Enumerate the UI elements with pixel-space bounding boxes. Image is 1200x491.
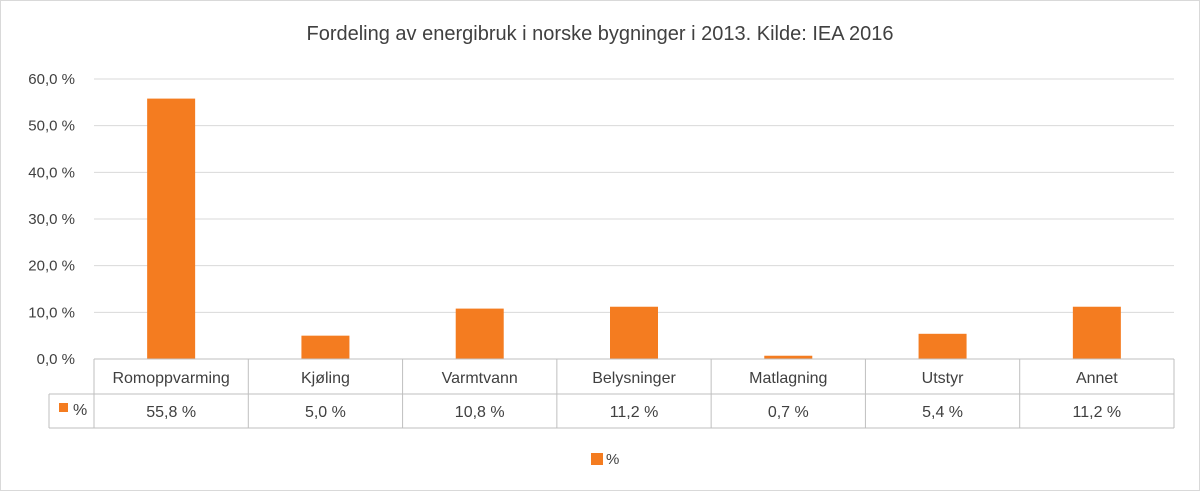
x-category-label: Romoppvarming: [112, 370, 229, 387]
data-value-label: 5,4 %: [922, 404, 963, 421]
data-value-label: 11,2 %: [1073, 404, 1122, 421]
x-category-label: Varmtvann: [442, 370, 518, 387]
table-series-name: %: [73, 402, 87, 419]
data-value-label: 55,8 %: [146, 404, 196, 421]
x-category-label: Annet: [1076, 370, 1118, 387]
x-category-label: Belysninger: [592, 370, 676, 387]
bar-matlagning: [764, 355, 813, 359]
x-category-label: Utstyr: [922, 370, 964, 387]
chart-title: Fordeling av energibruk i norske bygning…: [306, 23, 894, 45]
y-tick-label: 20,0 %: [28, 258, 75, 275]
data-value-label: 5,0 %: [305, 404, 346, 421]
bar-annet: [1072, 306, 1121, 359]
x-category-label: Matlagning: [749, 370, 827, 387]
data-value-label: 11,2 %: [610, 404, 659, 421]
bar-kjøling: [301, 335, 350, 359]
y-tick-label: 50,0 %: [28, 118, 75, 135]
bar-varmtvann: [455, 308, 504, 359]
table-series-key: [59, 403, 68, 412]
y-tick-label: 0,0 %: [37, 351, 75, 368]
data-value-label: 10,8 %: [455, 404, 505, 421]
legend-swatch: [591, 453, 603, 465]
legend-label: %: [606, 451, 619, 468]
y-tick-label: 30,0 %: [28, 211, 75, 228]
data-value-label: 0,7 %: [768, 404, 809, 421]
bar-romoppvarming: [147, 98, 196, 359]
bar-belysninger: [610, 306, 658, 359]
y-tick-label: 60,0 %: [28, 71, 75, 88]
y-tick-label: 10,0 %: [28, 304, 75, 321]
bar-utstyr: [918, 333, 967, 359]
x-category-label: Kjøling: [301, 370, 350, 387]
y-tick-label: 40,0 %: [28, 164, 75, 181]
